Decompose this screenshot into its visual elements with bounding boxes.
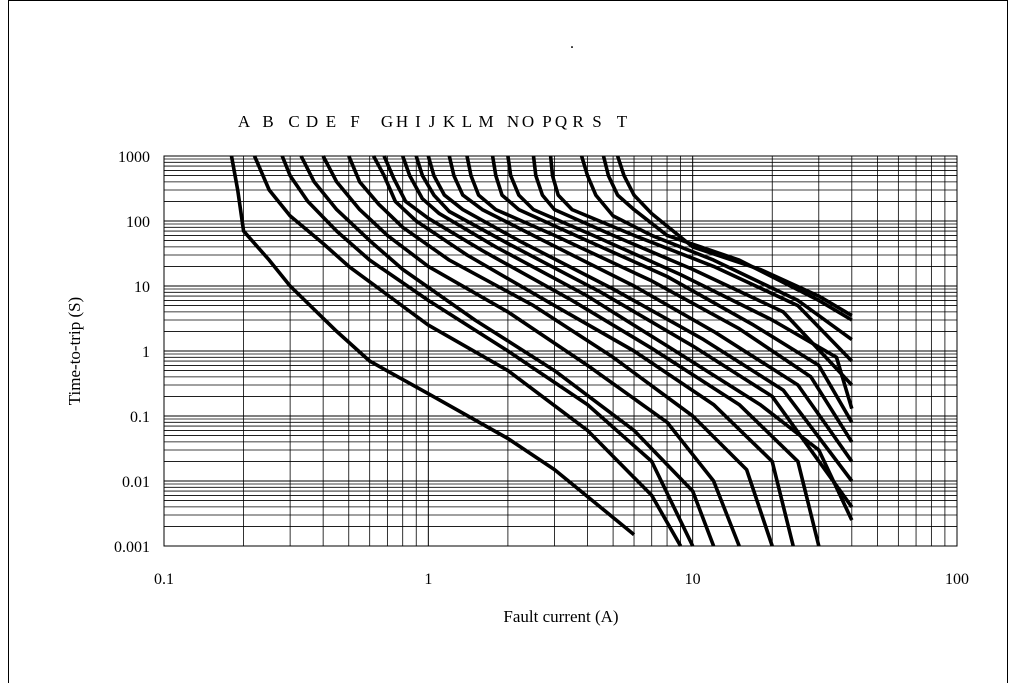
curve-label-H: H — [396, 112, 408, 131]
curve-label-K: K — [443, 112, 456, 131]
series-line-N — [490, 155, 854, 424]
curve-label-G: G — [381, 112, 393, 131]
curve-label-N: N — [507, 112, 519, 131]
x-tick-label: 1 — [424, 571, 432, 588]
series-line-J — [414, 155, 854, 508]
curve-label-B: B — [262, 112, 273, 131]
y-tick-label: 100 — [126, 214, 150, 231]
y-tick-label: 10 — [134, 279, 150, 296]
series-line-H — [382, 155, 821, 547]
x-tick-label: 0.1 — [154, 571, 174, 588]
curves — [229, 155, 854, 547]
series-line-R — [579, 155, 853, 342]
series-line-F — [347, 155, 774, 547]
y-tick-label: 0.001 — [114, 539, 150, 556]
curve-label-L: L — [462, 112, 472, 131]
series-line-D — [299, 155, 716, 547]
y-axis-label: Time-to-trip (S) — [65, 297, 84, 405]
y-tick-label: 1000 — [118, 149, 150, 166]
series-line-I — [401, 155, 854, 521]
curve-label-O: O — [522, 112, 534, 131]
y-tick-label: 0.1 — [130, 409, 150, 426]
curve-label-D: D — [306, 112, 318, 131]
curve-label-J: J — [429, 112, 436, 131]
curve-label-Q: Q — [555, 112, 567, 131]
series-line-C — [280, 155, 695, 547]
series-line-Q — [548, 155, 854, 363]
series-line-A — [229, 155, 636, 536]
x-tick-label: 10 — [685, 571, 701, 588]
x-tick-label: 100 — [945, 571, 969, 588]
curve-label-A: A — [238, 112, 251, 131]
series-line-K — [426, 155, 854, 483]
curve-label-R: R — [572, 112, 584, 131]
curve-label-P: P — [542, 112, 551, 131]
curve-label-I: I — [415, 112, 421, 131]
curve-label-S: S — [592, 112, 601, 131]
series-line-S — [601, 155, 853, 322]
curve-label-E: E — [326, 112, 336, 131]
x-axis-label: Fault current (A) — [503, 607, 618, 626]
series-line-M — [465, 155, 854, 443]
curve-label-T: T — [617, 112, 628, 131]
x-tick-labels: 0.1 1 10 100 — [154, 571, 969, 588]
series-line-G — [371, 155, 795, 547]
curve-label-C: C — [288, 112, 299, 131]
chart-title: . — [570, 35, 574, 52]
curve-label-F: F — [350, 112, 359, 131]
series-line-L — [447, 155, 854, 463]
series-line-P — [531, 155, 854, 387]
series-line-B — [252, 155, 683, 547]
plot-area-border — [163, 155, 958, 547]
curve-label-M: M — [478, 112, 493, 131]
y-tick-label: 1 — [142, 344, 150, 361]
y-tick-labels: 0.001 0.01 0.1 1 10 100 1000 — [114, 149, 150, 556]
series-line-T — [615, 155, 853, 318]
chart-frame — [8, 0, 1008, 683]
series-line-E — [321, 155, 741, 547]
y-tick-label: 0.01 — [122, 474, 150, 491]
